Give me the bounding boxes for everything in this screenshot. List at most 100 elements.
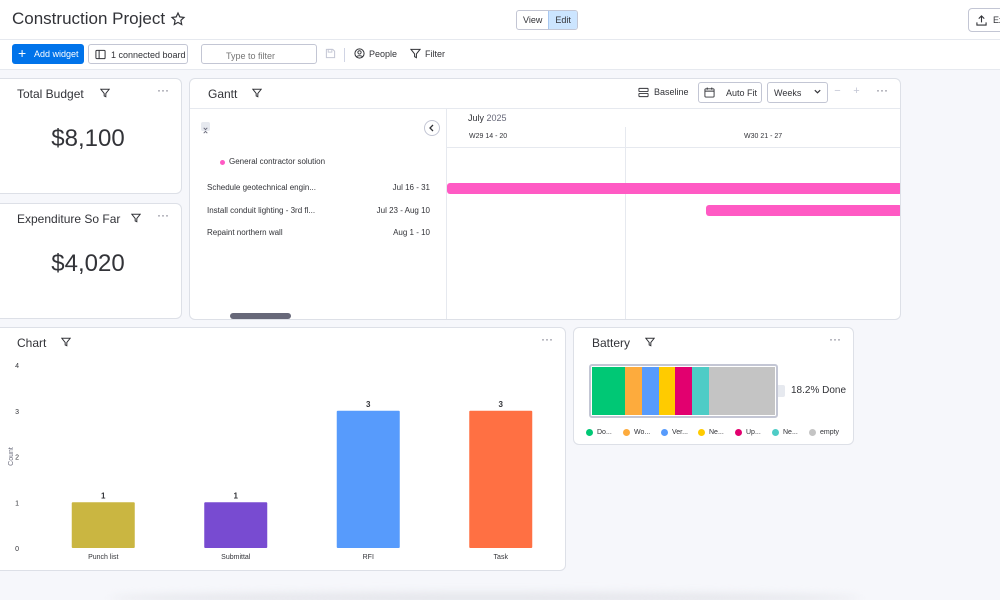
total-budget-value: $8,100 bbox=[51, 125, 125, 152]
widget-filter-icon[interactable] bbox=[252, 88, 262, 98]
header-divider bbox=[190, 108, 900, 109]
widget-title: Gantt bbox=[208, 87, 238, 101]
bar-data-label: 1 bbox=[101, 491, 106, 500]
time-scale-value: Weeks bbox=[774, 88, 802, 98]
legend-item[interactable]: empty bbox=[809, 429, 849, 436]
x-tick-label: Task bbox=[494, 554, 509, 561]
plus-icon: + bbox=[18, 45, 27, 61]
legend-color-dot bbox=[698, 429, 705, 436]
add-widget-label: Add widget bbox=[34, 49, 79, 59]
legend-item[interactable]: Do... bbox=[586, 429, 623, 436]
widget-menu-icon[interactable]: ··· bbox=[157, 83, 169, 97]
connected-boards-label: 1 connected board bbox=[111, 50, 186, 60]
gantt-pane-divider[interactable] bbox=[446, 108, 447, 319]
gantt-task-bar[interactable] bbox=[447, 183, 900, 194]
legend-item[interactable]: Up... bbox=[735, 429, 772, 436]
chevron-down-icon bbox=[814, 89, 821, 94]
zoom-in-button[interactable]: + bbox=[853, 85, 860, 97]
widget-filter-icon[interactable] bbox=[100, 88, 110, 98]
task-name[interactable]: Install conduit lighting - 3rd fl... bbox=[207, 206, 316, 215]
export-label: Ex bbox=[993, 15, 1000, 25]
chart-bar[interactable] bbox=[336, 410, 400, 548]
battery-segment[interactable] bbox=[641, 367, 659, 415]
auto-fit-button[interactable]: Auto Fit bbox=[698, 82, 762, 103]
gantt-task-bar[interactable] bbox=[706, 205, 900, 216]
people-filter-button[interactable]: People bbox=[354, 48, 398, 59]
legend-item[interactable]: Ne... bbox=[698, 429, 735, 436]
edit-mode-button[interactable]: Edit bbox=[548, 11, 577, 29]
legend-color-dot bbox=[735, 429, 742, 436]
filter-label: Filter bbox=[425, 49, 445, 59]
total-budget-widget: Total Budget ··· $8,100 bbox=[0, 78, 182, 194]
week-label: W30 21 - 27 bbox=[744, 133, 783, 140]
battery-segment[interactable] bbox=[625, 367, 642, 415]
legend-label: empty bbox=[820, 429, 840, 436]
people-label: People bbox=[369, 49, 398, 59]
connected-boards-button[interactable]: 1 connected board bbox=[88, 44, 188, 64]
battery-legend: Do... Wo... Ver... Ne... Up... Ne... empty bbox=[586, 429, 849, 436]
legend-color-dot bbox=[586, 429, 593, 436]
month-year: 2025 bbox=[486, 113, 507, 123]
top-header: Construction Project View Edit Ex bbox=[0, 0, 1000, 40]
widget-filter-icon[interactable] bbox=[61, 337, 71, 347]
funnel-icon bbox=[410, 48, 421, 59]
view-edit-toggle: View Edit bbox=[516, 10, 578, 30]
save-view-icon[interactable] bbox=[325, 48, 336, 59]
battery-segment[interactable] bbox=[691, 367, 709, 415]
chart-bar[interactable] bbox=[204, 502, 268, 548]
zoom-out-button[interactable]: − bbox=[834, 85, 841, 97]
filter-button[interactable]: Filter bbox=[410, 48, 445, 59]
chart-bar[interactable] bbox=[71, 502, 135, 548]
month-name: July bbox=[468, 113, 485, 123]
battery-nub bbox=[778, 385, 785, 397]
page-shadow bbox=[110, 592, 860, 600]
legend-label: Ne... bbox=[783, 429, 798, 436]
chevron-left-icon[interactable] bbox=[424, 120, 440, 136]
widget-menu-icon[interactable]: ··· bbox=[157, 208, 169, 222]
task-name[interactable]: Repaint northern wall bbox=[207, 228, 283, 237]
bar-chart: 0 1 2 3 4 Count 1 Punch list 1 Submittal 3 RFI 3 Task bbox=[8, 363, 533, 561]
battery-segment[interactable] bbox=[592, 367, 626, 415]
filter-input[interactable] bbox=[201, 44, 317, 64]
battery-segment[interactable] bbox=[708, 367, 775, 415]
group-color-dot bbox=[220, 160, 225, 165]
task-name[interactable]: Schedule geotechnical engin... bbox=[207, 183, 316, 192]
week-label: W29 14 - 20 bbox=[469, 133, 508, 140]
widget-menu-icon[interactable]: ··· bbox=[541, 332, 553, 346]
battery-segment[interactable] bbox=[658, 367, 676, 415]
legend-label: Up... bbox=[746, 429, 761, 436]
expenditure-widget: Expenditure So Far ··· $4,020 bbox=[0, 203, 182, 319]
legend-label: Ne... bbox=[709, 429, 724, 436]
battery-widget: Battery ··· 18.2% Done Do... Wo... Ver... N… bbox=[573, 327, 854, 445]
battery-done-label: 18.2% Done bbox=[791, 385, 847, 396]
legend-label: Wo... bbox=[634, 429, 651, 436]
widget-menu-icon[interactable]: ··· bbox=[876, 83, 888, 97]
legend-item[interactable]: Wo... bbox=[623, 429, 661, 436]
export-icon bbox=[976, 15, 987, 26]
chart-bar[interactable] bbox=[469, 410, 533, 548]
baseline-button[interactable]: Baseline bbox=[638, 87, 689, 98]
widget-filter-icon[interactable] bbox=[131, 213, 141, 223]
x-tick-label: RFI bbox=[363, 554, 374, 561]
legend-item[interactable]: Ver... bbox=[661, 429, 698, 436]
auto-fit-label: Auto Fit bbox=[726, 88, 758, 98]
task-dates: Jul 23 - Aug 10 bbox=[376, 206, 430, 215]
battery-segment[interactable] bbox=[675, 367, 692, 415]
widget-menu-icon[interactable]: ··· bbox=[829, 332, 841, 346]
view-mode-button[interactable]: View bbox=[523, 15, 543, 25]
week-divider bbox=[625, 127, 626, 319]
timeline-month: July 2025 bbox=[468, 113, 507, 123]
export-button[interactable]: Ex bbox=[968, 8, 1000, 32]
board-title[interactable]: Construction Project bbox=[12, 9, 166, 28]
add-widget-button[interactable]: + Add widget bbox=[12, 44, 84, 64]
legend-item[interactable]: Ne... bbox=[772, 429, 809, 436]
widget-title: Total Budget bbox=[17, 87, 84, 101]
collapse-all-icon[interactable] bbox=[201, 122, 210, 134]
horizontal-scrollbar[interactable] bbox=[230, 313, 291, 319]
time-scale-dropdown[interactable]: Weeks bbox=[767, 82, 828, 103]
widget-filter-icon[interactable] bbox=[645, 337, 655, 347]
x-tick-label: Submittal bbox=[221, 554, 251, 561]
group-name[interactable]: General contractor solution bbox=[229, 157, 326, 166]
bar-data-label: 1 bbox=[234, 491, 239, 500]
favorite-star-icon[interactable] bbox=[170, 11, 186, 27]
